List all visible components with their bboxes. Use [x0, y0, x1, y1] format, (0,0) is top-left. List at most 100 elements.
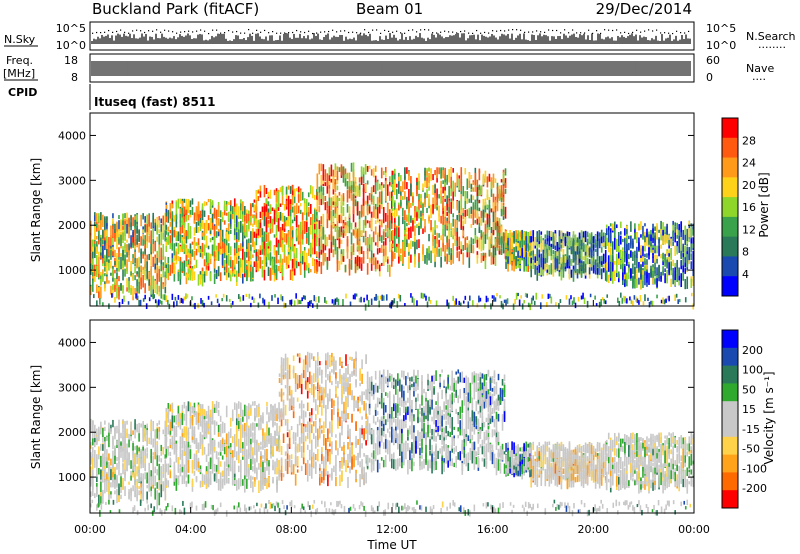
heatmap-cell: [613, 237, 616, 250]
heatmap-cell: [372, 236, 375, 243]
heatmap-cell: [139, 299, 142, 306]
heatmap-cell: [492, 247, 495, 258]
heatmap-cell: [273, 246, 276, 256]
heatmap-cell: [484, 234, 487, 244]
heatmap-cell: [527, 240, 529, 252]
search-noise-dot: [636, 29, 638, 31]
heatmap-cell: [255, 233, 258, 239]
heatmap-cell: [100, 492, 102, 497]
heatmap-cell: [146, 238, 148, 249]
heatmap-cell: [160, 247, 163, 260]
heatmap-cell: [374, 226, 377, 235]
heatmap-cell: [363, 297, 365, 303]
heatmap-cell: [318, 237, 321, 251]
heatmap-cell: [500, 202, 503, 212]
heatmap-cell: [205, 252, 208, 265]
heatmap-cell: [644, 246, 646, 252]
heatmap-cell: [257, 226, 260, 236]
heatmap-cell: [634, 277, 636, 289]
heatmap-cell: [424, 218, 426, 227]
heatmap-cell: [620, 249, 622, 260]
heatmap-cell: [165, 212, 168, 217]
heatmap-cell: [586, 241, 589, 248]
heatmap-cell: [438, 239, 440, 248]
heatmap-cell: [146, 269, 148, 279]
heatmap-cell: [358, 189, 361, 197]
heatmap-cell: [584, 244, 587, 252]
heatmap-cell: [546, 230, 549, 237]
heatmap-cell: [158, 268, 161, 282]
heatmap-cell: [406, 242, 408, 248]
heatmap-cell: [156, 300, 159, 308]
heatmap-cell: [179, 220, 182, 227]
heatmap-cell: [158, 285, 161, 292]
heatmap-cell: [352, 243, 355, 252]
heatmap-cell: [144, 239, 146, 253]
heatmap-cell: [392, 300, 394, 305]
heatmap-cell: [690, 276, 693, 282]
heatmap-cell: [96, 454, 98, 468]
heatmap-cell: [386, 259, 389, 264]
heatmap-cell: [396, 193, 398, 200]
search-noise-dot: [588, 29, 590, 31]
heatmap-cell: [221, 241, 224, 250]
heatmap-cell: [533, 300, 536, 306]
colorbar-segment: [722, 137, 738, 159]
heatmap-cell: [624, 266, 626, 276]
heatmap-cell: [370, 211, 373, 222]
heatmap-cell: [102, 428, 104, 438]
heatmap-cell: [630, 221, 632, 232]
heatmap-cell: [126, 244, 128, 253]
heatmap-cell: [136, 258, 138, 269]
heatmap-cell: [402, 207, 404, 217]
heatmap-cell: [462, 244, 465, 251]
heatmap-cell: [340, 239, 343, 244]
heatmap-cell: [584, 230, 587, 243]
heatmap-cell: [219, 210, 222, 218]
heatmap-cell: [350, 162, 353, 172]
heatmap-cell: [173, 262, 176, 275]
heatmap-cell: [301, 219, 304, 231]
heatmap-cell: [345, 293, 347, 299]
heatmap-cell: [342, 175, 345, 183]
heatmap-cell: [313, 260, 316, 271]
heatmap-cell: [171, 211, 174, 219]
heatmap-cell: [334, 225, 337, 232]
heatmap-cell: [173, 301, 175, 308]
heatmap-cell: [102, 461, 104, 470]
heatmap-cell: [160, 218, 163, 224]
heatmap-cell: [358, 227, 361, 240]
heatmap-cell: [267, 201, 270, 207]
heatmap-cell: [617, 258, 620, 265]
heatmap-cell: [446, 202, 448, 211]
heatmap-cell: [370, 298, 373, 305]
heatmap-cell: [404, 238, 406, 252]
heatmap-cell: [436, 204, 438, 211]
heatmap-cell: [299, 263, 302, 276]
heatmap-cell: [613, 221, 616, 230]
heatmap-cell: [207, 295, 210, 300]
heatmap-cell: [502, 213, 505, 220]
heatmap-cell: [628, 274, 630, 280]
heatmap-cell: [225, 212, 228, 216]
heatmap-cell: [114, 228, 116, 239]
heatmap-cell: [239, 203, 242, 211]
heatmap-cell: [396, 246, 398, 253]
search-noise-dot: [180, 31, 182, 33]
heatmap-cell: [540, 242, 543, 253]
search-noise-dot: [408, 29, 410, 32]
heatmap-cell: [167, 273, 170, 281]
heatmap-cell: [252, 254, 254, 258]
heatmap-cell: [175, 235, 178, 242]
heatmap-cell: [144, 283, 146, 294]
heatmap-cell: [416, 182, 418, 186]
heatmap-cell: [626, 274, 628, 287]
heatmap-cell: [398, 172, 400, 177]
heatmap-cell: [336, 197, 339, 207]
heatmap-cell: [279, 211, 282, 221]
heatmap-cell: [273, 265, 276, 273]
heatmap-cell: [342, 207, 345, 217]
heatmap-cell: [558, 249, 561, 259]
heatmap-cell: [311, 219, 314, 225]
heatmap-cell: [678, 298, 681, 303]
